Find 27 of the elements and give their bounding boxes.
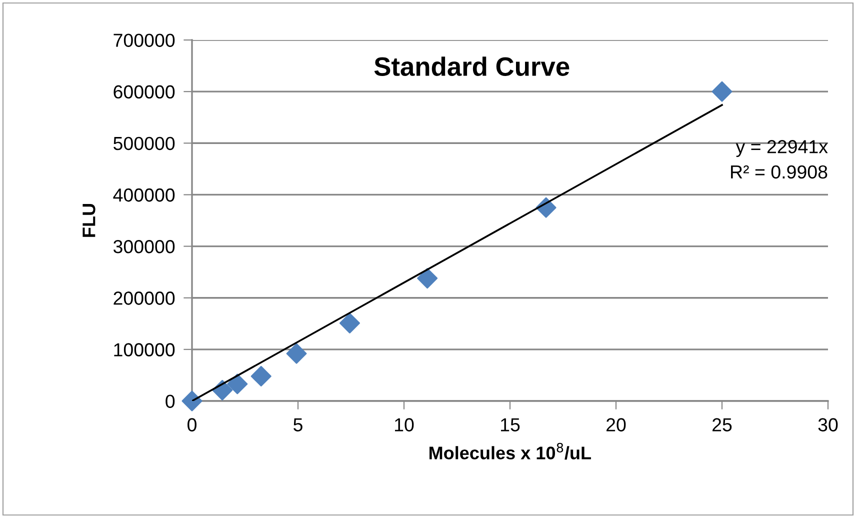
x-axis-title: Molecules x 10$^{8}$/uL: [430, 442, 591, 460]
x-tick-label: 15: [501, 418, 520, 432]
x-tick-label: 0: [188, 418, 196, 432]
point: [182, 390, 202, 412]
annotation: R² = 0.9908: [731, 165, 828, 179]
y-tick-label: 300000: [113, 240, 175, 254]
y-tick-label: 500000: [114, 136, 175, 150]
y-tick-label: 0: [166, 394, 175, 408]
point: [286, 343, 307, 364]
y-tick-label: 100000: [114, 343, 175, 356]
y-axis-title: FLU: [82, 204, 96, 237]
point: [250, 366, 272, 387]
x-tick-label: 25: [712, 418, 732, 432]
y-tick-label: 400000: [113, 188, 175, 202]
chart-title: Standard Curve: [374, 56, 570, 76]
point: [712, 81, 732, 102]
point: [227, 374, 248, 394]
point: [417, 268, 438, 289]
annotation: y = 22941x: [736, 140, 828, 158]
y-tick-label: 600000: [114, 85, 175, 99]
x-tick-label: 20: [606, 418, 626, 432]
x-tick-label: 10: [395, 418, 414, 432]
x-tick-label: 30: [818, 418, 838, 432]
y-tick-label: 200000: [114, 292, 175, 305]
x-tick-label: 5: [294, 418, 302, 432]
y-tick-label: 700000: [114, 34, 175, 47]
point: [339, 312, 360, 334]
